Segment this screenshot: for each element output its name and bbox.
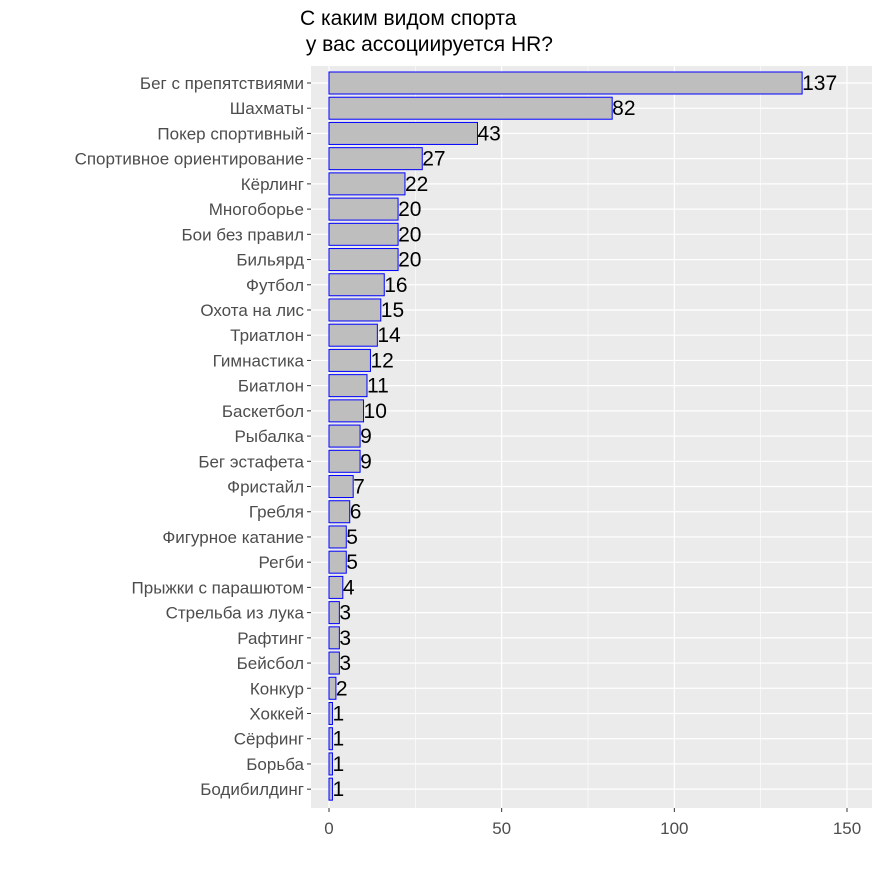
y-tick-label: Сёрфинг [234,730,304,749]
data-label: 20 [398,223,421,246]
x-axis: 0 50 100 150 [324,808,861,838]
data-label: 10 [364,400,387,423]
data-label: 1 [332,753,344,776]
y-tick-label: Бои без правил [181,225,304,244]
data-label: 11 [367,375,389,398]
bar [328,727,333,751]
bar [328,96,613,120]
bar [328,323,378,347]
y-tick-label: Многоборье [209,200,304,219]
y-tick-label: Бодибилдинг [200,780,304,799]
x-tick-label: 50 [492,819,511,838]
data-label: 15 [381,299,404,322]
data-label: 3 [339,602,351,625]
y-tick-label: Рыбалка [234,427,304,446]
data-label: 5 [346,526,358,549]
bar [328,550,347,574]
data-label: 5 [346,551,358,574]
data-label: 9 [360,425,372,448]
y-tick-label: Триатлон [230,326,304,345]
y-tick-label: Баскетбол [222,402,304,421]
bar [328,676,337,700]
y-tick-label: Конкур [250,679,304,698]
data-label: 1 [332,703,344,726]
x-tick-label: 0 [324,819,333,838]
bar [328,626,340,650]
bar [328,449,361,473]
bar [328,702,333,725]
y-tick-label: Фристайл [227,478,304,497]
bar [328,71,803,95]
bar [328,752,333,776]
data-label: 20 [398,198,421,221]
bar [328,777,333,801]
data-label: 3 [339,652,351,675]
data-label: 2 [336,677,348,700]
bar [328,500,351,524]
data-label: 3 [339,627,351,650]
y-tick-label: Гребля [249,503,304,522]
data-label: 12 [370,349,393,372]
y-tick-label: Биатлон [238,377,304,396]
bar [328,298,382,322]
data-label: 4 [343,576,355,599]
y-tick-label: Бильярд [236,251,304,270]
data-label: 9 [360,450,372,473]
y-tick-label: Хоккей [249,705,304,724]
data-label: 20 [398,249,421,272]
bar [328,172,406,196]
bar [328,399,365,423]
x-tick-label: 100 [660,819,688,838]
y-tick-label: Покер спортивный [157,124,304,143]
data-label: 1 [332,728,344,751]
bar [328,197,399,221]
bar [328,651,340,675]
data-label: 6 [350,501,362,524]
data-label: 14 [377,324,401,347]
bar [328,222,399,246]
bar [328,374,368,398]
x-tick-label: 150 [833,819,861,838]
data-label: 1 [332,778,344,801]
bar [328,348,371,372]
bar [328,248,399,272]
chart-title: С каким видом спорта у вас ассоциируется… [300,7,553,56]
y-tick-label: Регби [259,553,304,572]
y-tick-label: Прыжки с парашютом [132,578,304,597]
y-tick-label: Шахматы [230,99,304,118]
bar [328,525,347,549]
y-tick-label: Охота на лис [200,301,304,320]
y-tick-label: Стрельба из лука [166,604,305,623]
y-tick-label: Борьба [246,755,304,774]
data-label: 82 [612,97,635,120]
y-tick-label: Бег с препятствиями [140,74,304,93]
y-tick-label: Бег эстафета [198,452,304,471]
data-label: 137 [802,72,837,95]
y-tick-label: Бейсбол [237,654,304,673]
y-tick-label: Спортивное ориентирование [75,150,304,169]
bar [328,147,423,171]
bar [328,575,344,599]
data-label: 7 [353,476,365,499]
data-labels: 1378243272220202016151412111099765543332… [332,72,837,801]
bar [328,273,385,297]
y-tick-label: Футбол [246,276,304,295]
data-label: 43 [477,122,500,145]
y-tick-label: Гимнастика [213,351,305,370]
y-tick-label: Фигурное катание [162,528,304,547]
bar [328,475,354,499]
bar [328,121,478,145]
bars [328,71,803,801]
y-tick-label: Рафтинг [237,629,304,648]
y-tick-label: Кёрлинг [241,175,304,194]
bar [328,601,340,625]
data-label: 22 [405,173,428,196]
data-label: 27 [422,148,445,171]
y-axis: Бег с препятствиями Шахматы Покер спортивн… [75,74,311,799]
data-label: 16 [384,274,407,297]
bar [328,424,361,448]
